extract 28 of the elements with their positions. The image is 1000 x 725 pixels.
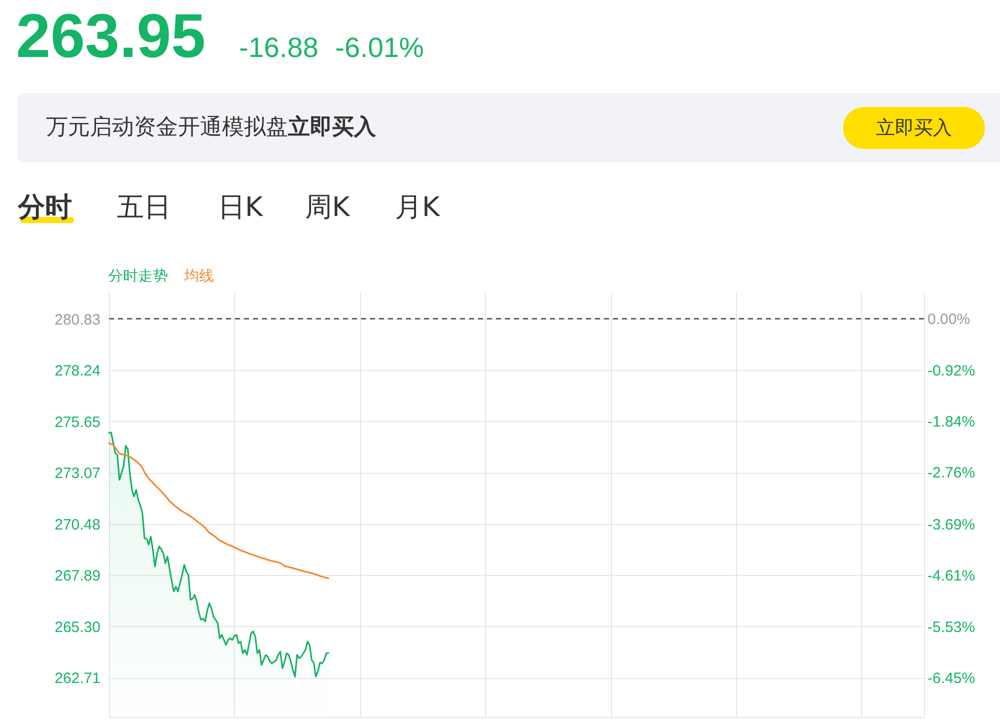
text: 五日 <box>117 191 171 225</box>
button: 立即买入 <box>843 107 985 149</box>
y2-tick-label: -5.53% <box>928 618 976 636</box>
y2-tick-label: -2.76% <box>928 464 976 482</box>
text: 周K <box>305 191 350 225</box>
y-tick-label: 265.30 <box>54 618 100 636</box>
y-tick-label: 278.24 <box>54 362 100 380</box>
y-tick-label: 275.65 <box>54 414 100 431</box>
y-tick-label: 262.71 <box>54 670 100 688</box>
y-tick-label: 270.48 <box>54 516 100 534</box>
chart-title: 263.95 <box>16 1 206 73</box>
text: 均线 <box>184 266 214 287</box>
y-tick-label: 267.89 <box>54 568 100 585</box>
y-tick-label: 280.83 <box>54 311 100 328</box>
y2-tick-label: -0.92% <box>928 362 976 380</box>
text: 分时 <box>18 191 72 225</box>
y2-tick-label: 0.00% <box>928 311 970 328</box>
text: 日K <box>218 191 263 225</box>
text: 立即买入 <box>288 115 376 140</box>
y2-tick-label: -1.84% <box>928 414 976 431</box>
y-tick-label: 273.07 <box>54 465 100 482</box>
text: 万元启动资金开通模拟盘 <box>46 115 288 140</box>
line-series <box>108 442 330 580</box>
chart-subtitle: -16.88 -6.01% <box>239 31 424 65</box>
y2-tick-label: -6.45% <box>928 670 976 688</box>
y2-tick-label: -4.61% <box>928 568 976 585</box>
y2-tick-label: -3.69% <box>928 516 976 534</box>
text: 月K <box>395 191 440 225</box>
